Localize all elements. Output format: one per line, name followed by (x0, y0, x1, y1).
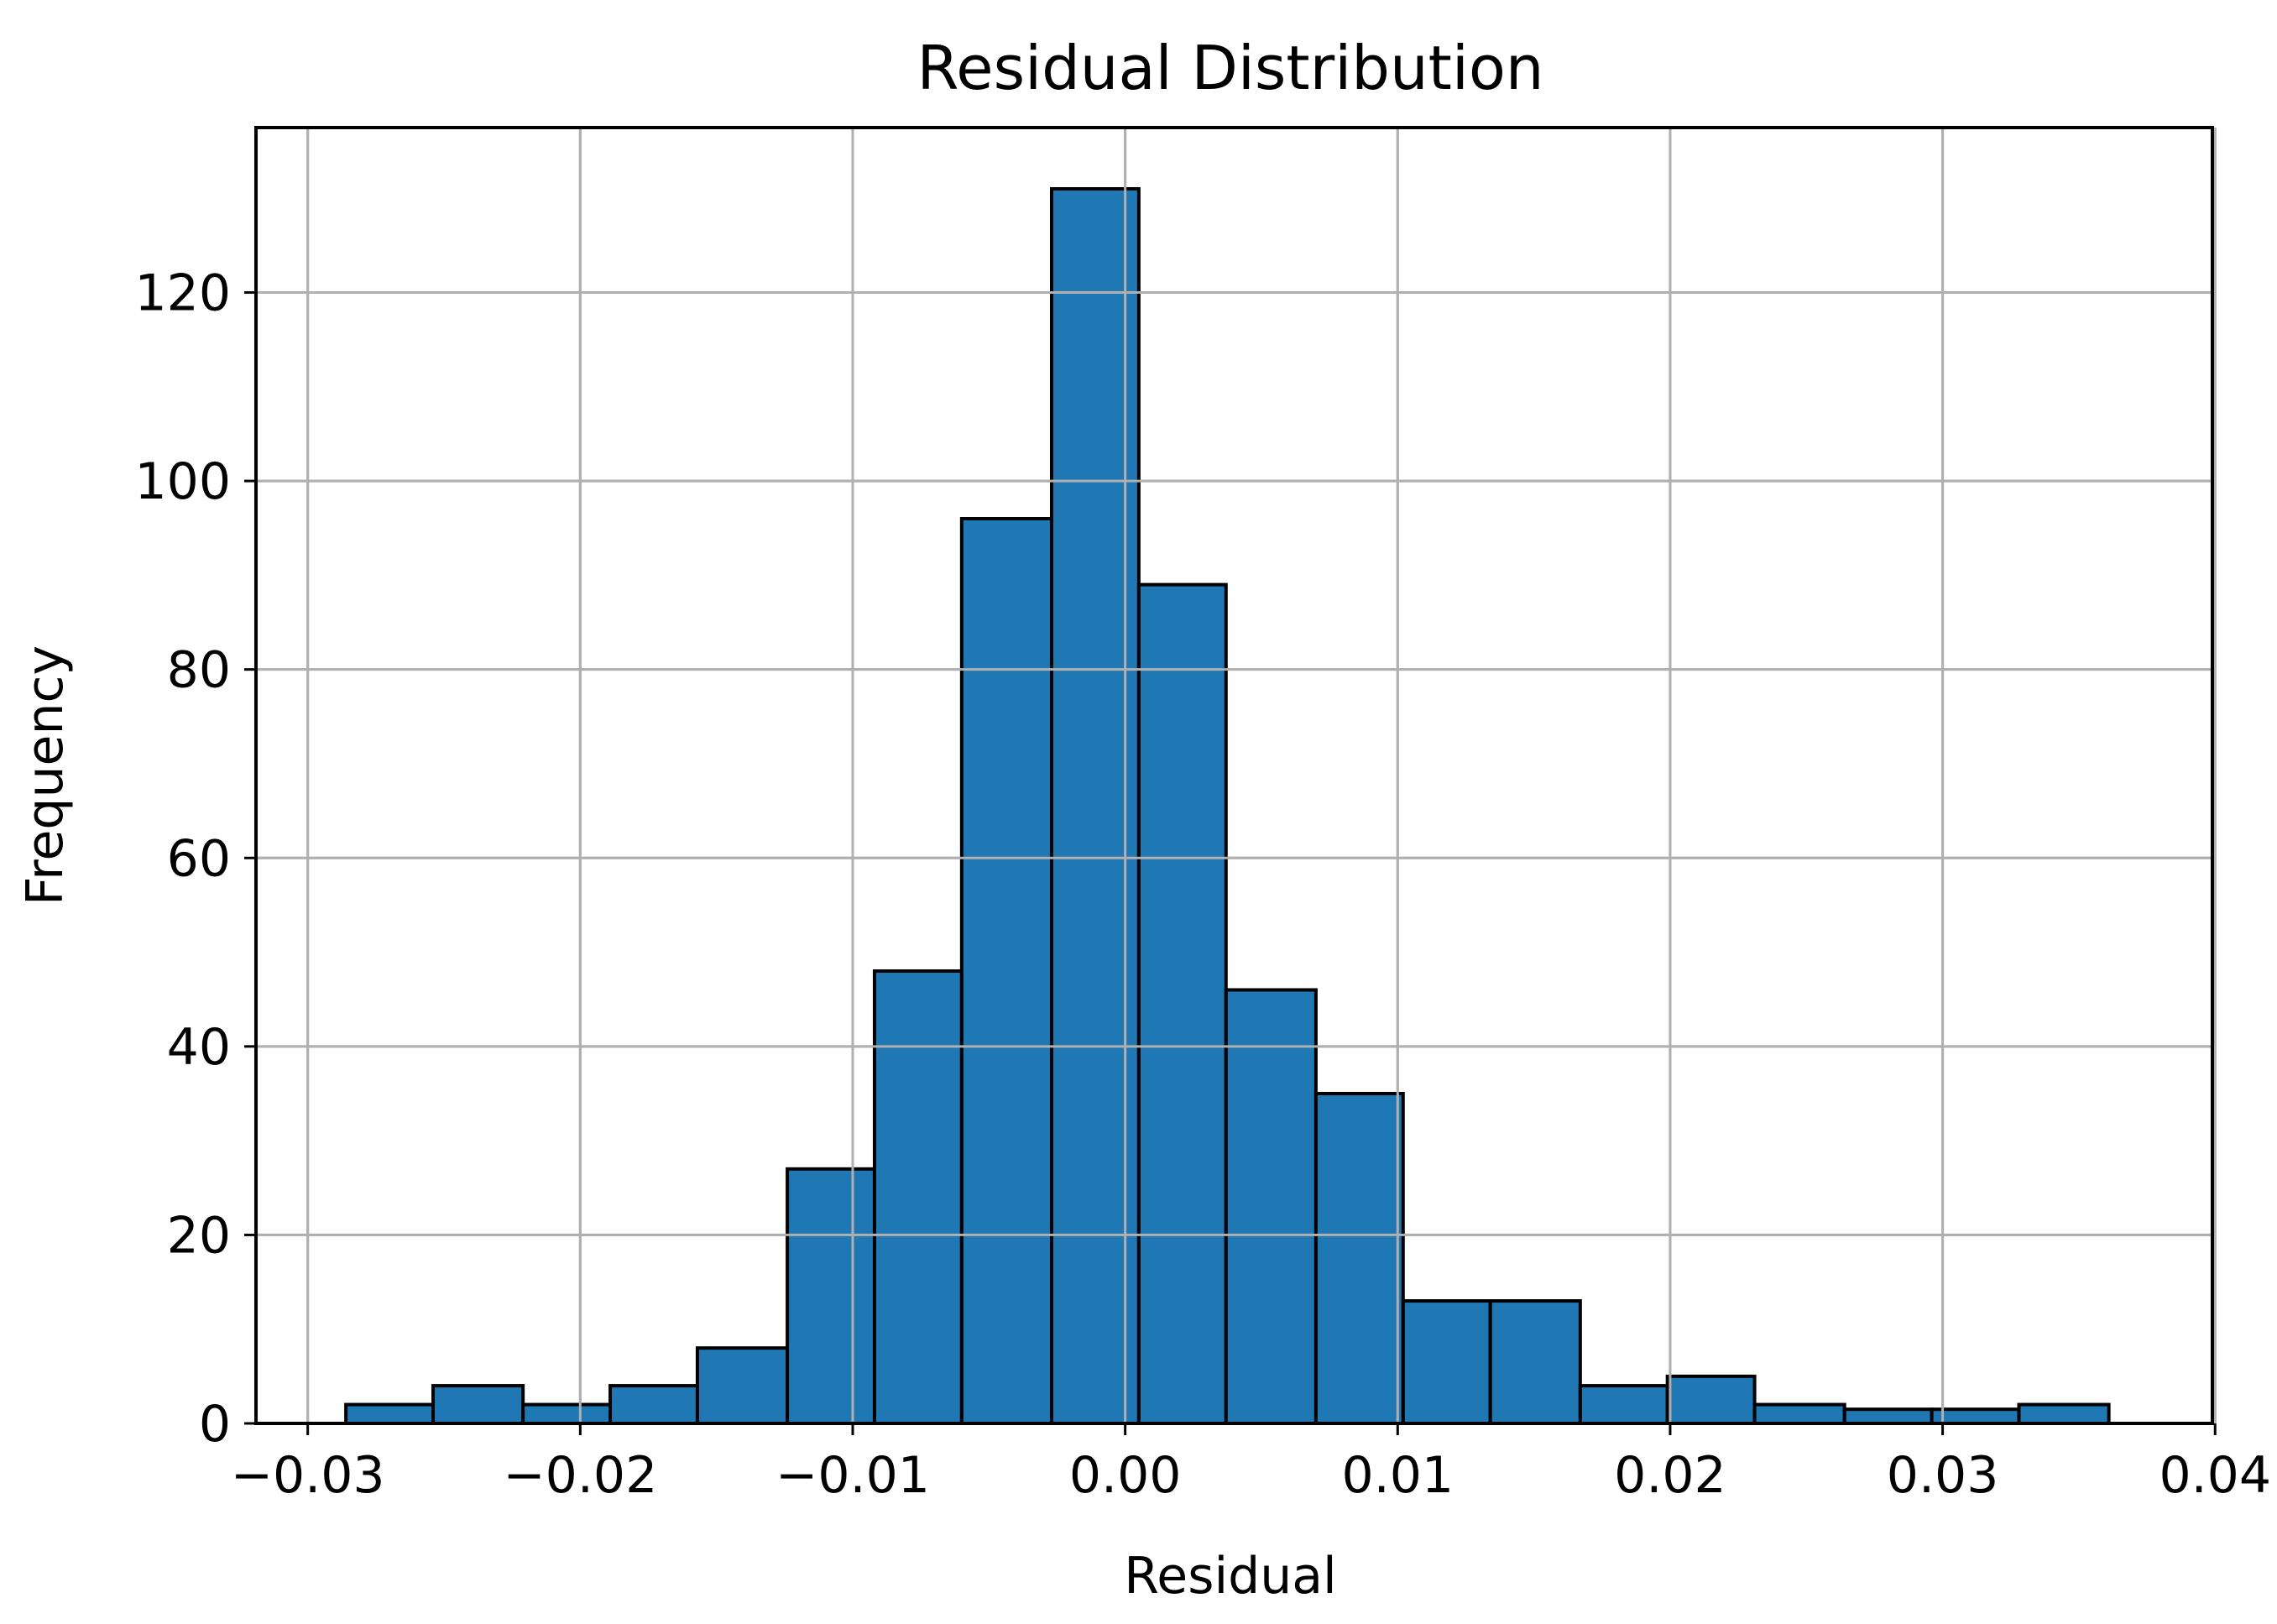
histogram-bar (786, 1167, 876, 1426)
histogram-bar (1665, 1374, 1757, 1425)
x-tick-label: 0.02 (1614, 1446, 1726, 1505)
y-tick-label: 60 (167, 829, 231, 888)
histogram-bar (695, 1346, 790, 1425)
y-tick-label: 40 (167, 1018, 231, 1077)
x-tick-label: 0.03 (1887, 1446, 1999, 1505)
histogram-bar (2017, 1402, 2111, 1426)
y-tick-label: 80 (167, 641, 231, 700)
y-tick-label: 20 (167, 1206, 231, 1265)
y-tick-label: 120 (134, 264, 231, 323)
y-tick-label: 0 (199, 1395, 231, 1454)
histogram-bar (1136, 582, 1228, 1425)
x-tick-label: 0.04 (2159, 1446, 2271, 1505)
x-axis-ticks: −0.03 −0.02 −0.01 0.00 0.01 0.02 0.03 0.04 (231, 1423, 2271, 1505)
histogram-bar (1578, 1384, 1669, 1425)
histogram-bar (1401, 1299, 1492, 1426)
histogram-bar (1752, 1402, 1846, 1426)
histogram-bar (608, 1384, 699, 1425)
histogram-bar (344, 1402, 436, 1426)
histogram-bar (521, 1402, 613, 1426)
x-tick-label: −0.01 (776, 1446, 930, 1505)
histogram-bar (1224, 988, 1318, 1425)
x-tick-label: −0.02 (503, 1446, 657, 1505)
y-axis-ticks: 0 20 40 60 80 100 120 (134, 264, 256, 1454)
histogram-bar (431, 1384, 525, 1425)
chart-title: Residual Distribution (917, 33, 1544, 103)
histogram-bar (1842, 1407, 1934, 1426)
y-axis-label: Frequency (16, 645, 75, 906)
x-tick-label: 0.01 (1341, 1446, 1454, 1505)
histogram-bar (1313, 1091, 1405, 1425)
histogram-bar (1488, 1299, 1582, 1426)
y-tick-label: 100 (134, 452, 231, 511)
x-axis-label: Residual (1124, 1547, 1336, 1606)
histogram-bar (1930, 1407, 2021, 1426)
histogram-bar (872, 969, 964, 1425)
histogram-bar (959, 517, 1053, 1425)
x-tick-label: −0.03 (231, 1446, 385, 1505)
histogram-bars (256, 128, 2217, 1426)
plot-frame (254, 126, 2214, 1425)
x-tick-label: 0.00 (1069, 1446, 1182, 1505)
